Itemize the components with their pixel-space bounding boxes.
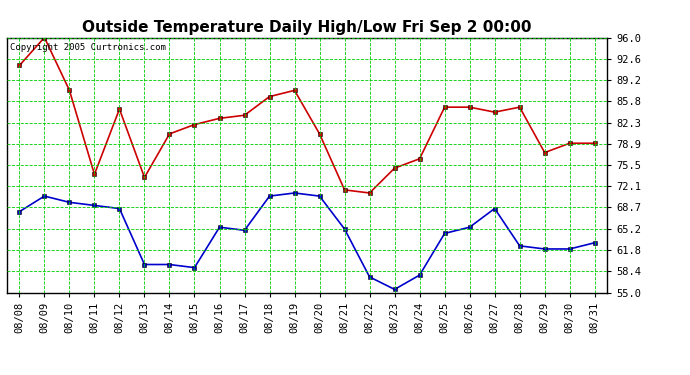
Title: Outside Temperature Daily High/Low Fri Sep 2 00:00: Outside Temperature Daily High/Low Fri S…: [82, 20, 532, 35]
Text: Copyright 2005 Curtronics.com: Copyright 2005 Curtronics.com: [10, 43, 166, 52]
